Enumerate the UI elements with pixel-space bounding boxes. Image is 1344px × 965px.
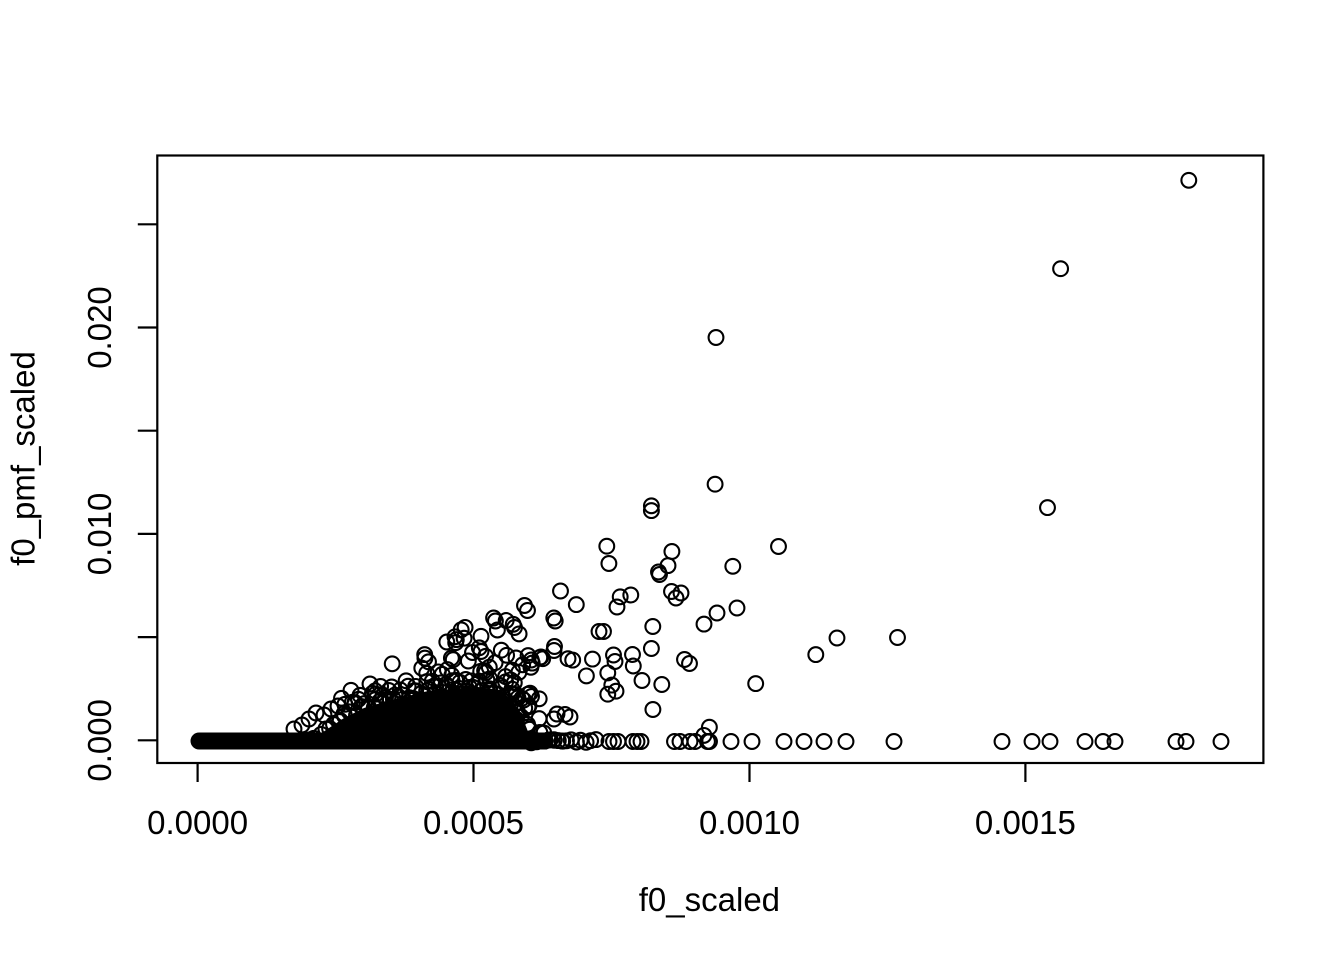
svg-text:f0_scaled: f0_scaled [639,881,780,918]
svg-text:0.000: 0.000 [81,699,118,782]
svg-text:0.0010: 0.0010 [699,804,800,841]
svg-text:f0_pmf_scaled: f0_pmf_scaled [5,351,42,566]
svg-text:0.0005: 0.0005 [423,804,524,841]
svg-text:0.010: 0.010 [81,493,118,576]
svg-text:0.0000: 0.0000 [147,804,248,841]
svg-text:0.0015: 0.0015 [975,804,1076,841]
svg-text:0.020: 0.020 [81,286,118,369]
